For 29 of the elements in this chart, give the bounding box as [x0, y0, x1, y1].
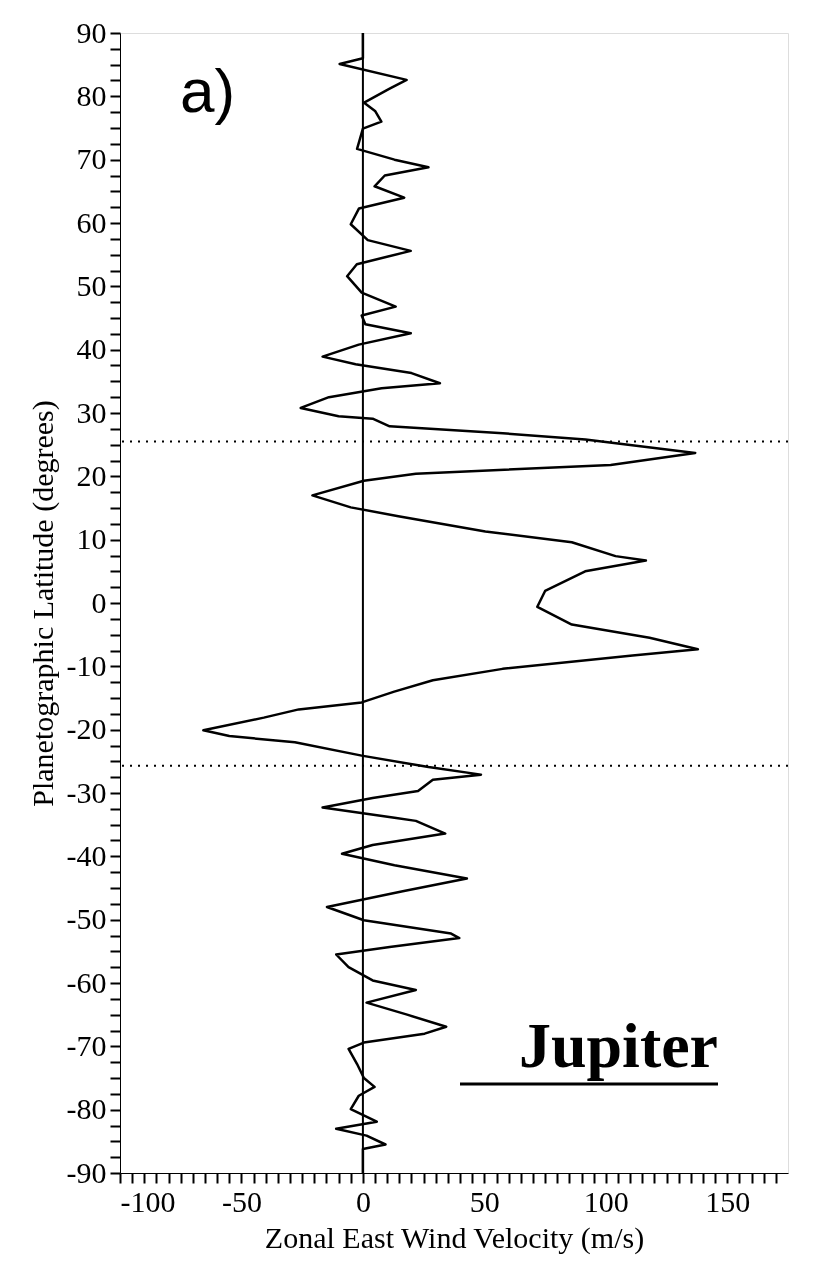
y-tick-label: -20	[66, 712, 107, 746]
y-axis-title: Planetographic Latitude (degrees)	[25, 400, 60, 807]
y-tick-label: 30	[76, 395, 107, 429]
y-tick-label: 60	[76, 205, 107, 239]
y-tick-label: 10	[76, 522, 107, 556]
x-tick-label: 100	[583, 1184, 629, 1218]
y-tick-label: 40	[76, 332, 107, 366]
x-tick-label: 150	[705, 1184, 751, 1218]
y-tick-label: 90	[76, 15, 107, 49]
y-tick-label: -40	[66, 838, 107, 872]
y-tick-label: -10	[66, 648, 107, 682]
y-tick-label: 20	[76, 458, 107, 492]
annotation: a)	[180, 56, 236, 125]
y-tick-label: 0	[91, 585, 107, 619]
annotation: Jupiter	[518, 1010, 718, 1081]
y-tick-label: -80	[66, 1092, 107, 1126]
y-tick-label: -70	[66, 1028, 107, 1062]
y-tick-label: -30	[66, 775, 107, 809]
x-tick-label: 50	[469, 1184, 500, 1218]
y-tick-label: 80	[76, 78, 107, 112]
x-tick-label: -50	[221, 1184, 262, 1218]
y-tick-label: 50	[76, 268, 107, 302]
x-tick-label: 0	[355, 1184, 371, 1218]
y-tick-label: -60	[66, 965, 107, 999]
y-tick-label: 70	[76, 142, 107, 176]
x-tick-label: -100	[120, 1184, 176, 1218]
y-tick-label: -90	[66, 1155, 107, 1189]
x-axis-title: Zonal East Wind Velocity (m/s)	[264, 1220, 645, 1255]
y-tick-label: -50	[66, 902, 107, 936]
